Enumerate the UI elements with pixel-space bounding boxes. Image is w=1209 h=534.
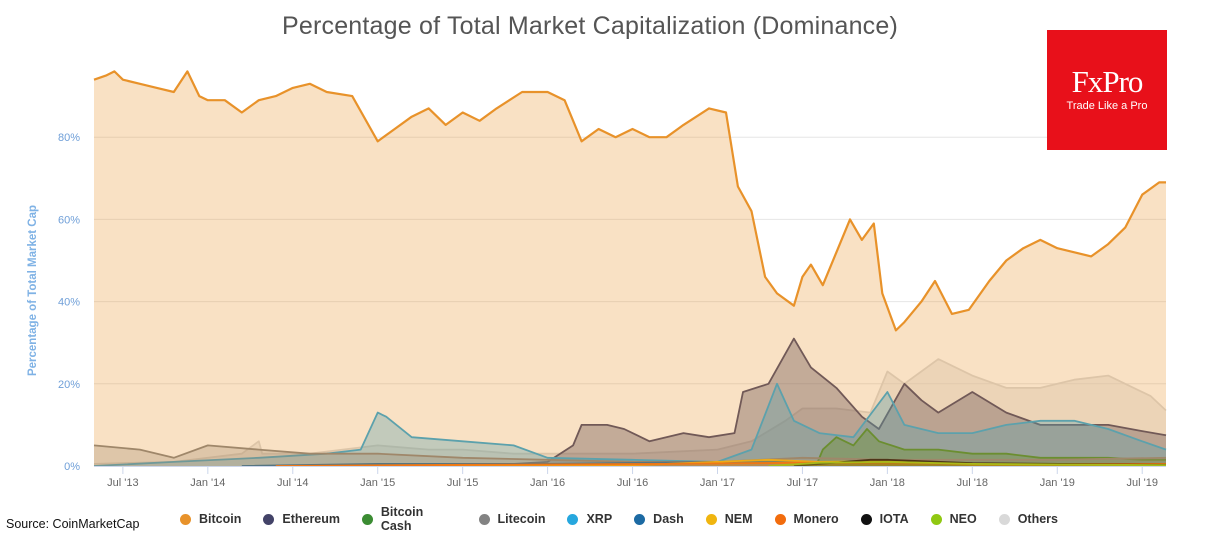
x-tick-label: Jul '17 (787, 477, 818, 489)
area-bitcoin (94, 71, 1166, 467)
legend-item-monero[interactable]: Monero (774, 512, 839, 526)
legend-label: NEM (724, 512, 753, 526)
legend-label: Monero (793, 512, 839, 526)
x-tick-label: Jul '19 (1126, 477, 1157, 489)
legend-item-litecoin[interactable]: Litecoin (478, 512, 546, 526)
x-tick-label: Jul '18 (957, 477, 988, 489)
legend-label: Bitcoin Cash (380, 505, 424, 533)
axes: 0% 20% 40% 60% 80% Jul '13 Jan '14 Jul '14 Jan '… (27, 132, 1166, 489)
legend-label: Litecoin (497, 512, 546, 526)
legend-item-ethereum[interactable]: Ethereum (263, 512, 340, 526)
x-tick-label: Jan '19 (1040, 477, 1075, 489)
area-others (94, 359, 1166, 466)
legend-marker-icon (263, 513, 275, 525)
line-neo (768, 461, 1167, 467)
y-tick-label: 0% (64, 461, 80, 473)
line-xrp (93, 382, 1167, 467)
x-tick-label: Jan '18 (870, 477, 905, 489)
legend: Bitcoin Ethereum Bitcoin Cash Litecoin XRP Da… (180, 505, 1080, 533)
legend-marker-icon (634, 513, 646, 525)
x-tick-label: Jan '17 (700, 477, 735, 489)
y-tick-label: 40% (58, 297, 80, 309)
legend-marker-icon (774, 513, 786, 525)
x-tick-label: Jul '15 (447, 477, 478, 489)
line-others (93, 358, 1167, 465)
legend-item-iota[interactable]: IOTA (860, 512, 909, 526)
x-tick-label: Jan '16 (530, 477, 565, 489)
logo-name: FxPro (1071, 64, 1144, 99)
legend-item-nem[interactable]: NEM (705, 512, 753, 526)
legend-marker-icon (567, 513, 579, 525)
fxpro-logo: FxPro Trade Like a Pro (1047, 30, 1167, 150)
x-tick-label: Jan '15 (360, 477, 395, 489)
line-bitcoin (93, 70, 1166, 332)
source-note: Source: CoinMarketCap (6, 517, 140, 531)
y-tick-label: 60% (58, 214, 80, 226)
legend-label: Ethereum (282, 512, 341, 526)
y-axis-title: Percentage of Total Market Cap (27, 205, 39, 376)
x-tick-label: Jan '14 (190, 477, 225, 489)
legend-marker-icon (998, 513, 1010, 525)
legend-label: Dash (653, 512, 684, 526)
logo-tagline: Trade Like a Pro (1066, 100, 1148, 112)
area-xrp (94, 383, 1166, 466)
legend-item-bitcoin[interactable]: Bitcoin (180, 512, 241, 526)
x-tick-label: Jul '14 (277, 477, 308, 489)
legend-label: NEO (949, 512, 977, 526)
chart-title: Percentage of Total Market Capitalizatio… (282, 12, 898, 40)
legend-item-neo[interactable]: NEO (930, 512, 977, 526)
legend-marker-icon (930, 513, 942, 525)
legend-marker-icon (478, 513, 490, 525)
legend-marker-icon (705, 513, 717, 525)
grid-lines (94, 136, 1166, 385)
legend-label: Bitcoin (199, 512, 242, 526)
legend-marker-icon (362, 513, 373, 525)
x-tick-label: Jul '16 (617, 477, 648, 489)
legend-marker-icon (180, 513, 191, 525)
legend-item-others[interactable]: Others (998, 512, 1058, 526)
legend-label: XRP (586, 512, 613, 526)
y-tick-label: 20% (58, 379, 80, 391)
legend-label: Others (1017, 512, 1058, 526)
legend-marker-icon (860, 513, 872, 525)
x-tick-label: Jul '13 (107, 477, 138, 489)
series-layer (93, 70, 1167, 467)
legend-label: IOTA (879, 512, 909, 526)
area-ethereum (479, 338, 1167, 466)
y-tick-label: 80% (58, 132, 80, 144)
legend-item-xrp[interactable]: XRP (567, 512, 612, 526)
line-litecoin (93, 444, 1167, 463)
area-bitcoin-cash (816, 429, 1166, 466)
legend-item-dash[interactable]: Dash (634, 512, 684, 526)
line-bitcoin-cash (815, 428, 1166, 467)
line-ethereum (479, 337, 1167, 467)
legend-item-bitcoin-cash[interactable]: Bitcoin Cash (362, 505, 457, 533)
